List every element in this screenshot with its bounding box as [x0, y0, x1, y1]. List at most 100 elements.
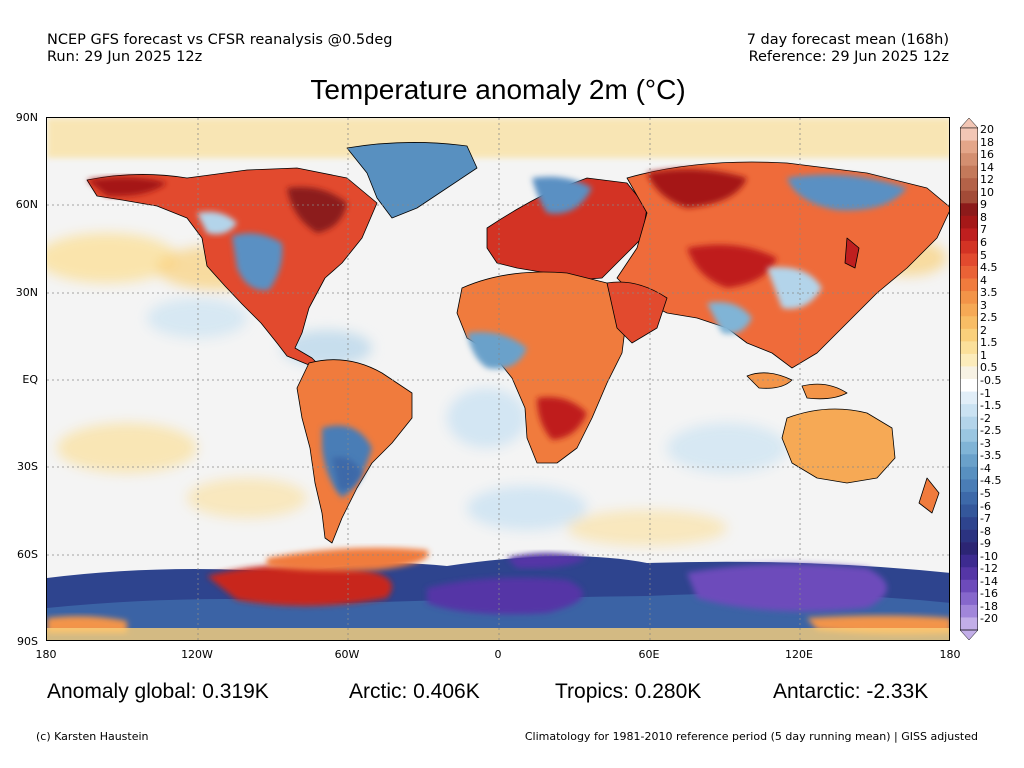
colorbar-tick-label: 20	[980, 123, 994, 136]
colorbar-segment	[960, 291, 978, 304]
colorbar-segment	[960, 466, 978, 480]
quebec-hot-anomaly	[287, 187, 347, 233]
stat-tropics: Tropics: 0.280K	[555, 680, 702, 703]
colorbar-segment	[960, 278, 978, 292]
colorbar-tick-label: 16	[980, 148, 994, 162]
lat-label: 90N	[15, 111, 38, 124]
southern-africa-hot-anomaly	[537, 397, 587, 440]
china-cool-anomaly	[767, 267, 822, 309]
anomaly-map	[46, 117, 950, 641]
colorbar-tick-label: -4.5	[980, 474, 1002, 488]
colorbar-frame	[960, 127, 978, 631]
credit: (c) Karsten Haustein	[36, 730, 149, 743]
siberia-cool-anomaly	[787, 174, 907, 211]
colorbar-tick-label: 7	[980, 223, 987, 237]
colorbar-tick-label: 4	[980, 273, 987, 287]
colorbar-tick-label: 5	[980, 248, 987, 262]
colorbar-tick-label: 1	[980, 348, 987, 362]
colorbar-tick-label: -7	[980, 512, 991, 526]
colorbar-segment	[960, 203, 978, 217]
stat-antarctic: Antarctic: -2.33K	[773, 680, 929, 703]
antarctica-region	[47, 547, 949, 640]
canada-cool-anomaly	[197, 211, 237, 235]
west-africa-cool-anomaly	[467, 332, 527, 369]
us-cool-anomaly	[232, 233, 283, 291]
colorbar	[960, 118, 978, 640]
colorbar-tick-label: 2.5	[980, 311, 998, 325]
colorbar-segment	[960, 215, 978, 229]
colorbar-tick-label: 14	[980, 160, 994, 174]
colorbar-segment	[960, 441, 978, 455]
colorbar-segment	[960, 592, 978, 606]
colorbar-segment	[960, 153, 978, 166]
colorbar-segment	[960, 479, 978, 493]
ocean-anomalies	[47, 233, 947, 546]
colorbar-tick-label: 0.5	[980, 361, 998, 375]
colorbar-tick-label: -1.5	[980, 399, 1002, 413]
japan	[844, 237, 860, 269]
colorbar-segment	[960, 353, 978, 367]
colorbar-segment	[960, 429, 978, 443]
lon-label: 120W	[181, 648, 213, 661]
colorbar-segment	[960, 579, 978, 593]
map-title: Temperature anomaly 2m (°C)	[310, 74, 686, 105]
lat-label: 60S	[17, 548, 38, 561]
colorbar-tick-label: -0.5	[980, 374, 1002, 387]
lon-label: 180	[35, 648, 57, 661]
colorbar-segment	[960, 266, 978, 279]
lon-label: 120E	[785, 648, 813, 661]
colorbar-tick-label: -3	[980, 436, 991, 450]
colorbar-segment	[960, 240, 978, 254]
header-forecast-period: 7 day forecast mean (168h)	[746, 32, 949, 48]
lat-label: 30S	[17, 460, 38, 473]
colorbar-segment	[960, 140, 978, 154]
lat-label: 90S	[17, 635, 38, 648]
colorbar-segment	[960, 454, 978, 468]
colorbar-tick-label: 1.5	[980, 336, 998, 350]
colorbar-tick-label: -9	[980, 537, 991, 551]
colorbar-segment	[960, 416, 978, 430]
colorbar-extend-top	[960, 118, 978, 129]
lat-label: EQ	[22, 373, 38, 386]
header-reference: Reference: 29 Jun 2025 12z	[748, 49, 949, 65]
colorbar-tick-label: -8	[980, 524, 991, 538]
lon-label: 180	[939, 648, 961, 661]
arctic-band	[47, 118, 949, 158]
stat-arctic: Arctic: 0.406K	[349, 680, 480, 703]
graticule	[47, 118, 949, 640]
colorbar-segment	[960, 328, 978, 342]
colorbar-segment	[960, 190, 978, 204]
colorbar-segment	[960, 379, 978, 392]
colorbar-tick-label: 10	[980, 185, 994, 199]
lat-label: 30N	[15, 286, 38, 299]
australia	[781, 408, 896, 484]
new-zealand	[918, 477, 940, 514]
colorbar-tick-label: -20	[980, 612, 998, 626]
header-run-info: Run: 29 Jun 2025 12z	[47, 49, 203, 65]
colorbar-tick-label: -5	[980, 486, 991, 500]
colorbar-segment	[960, 128, 978, 141]
asia	[616, 161, 949, 369]
colorbar-tick-label: -2.5	[980, 424, 1002, 438]
colorbar-segment	[960, 567, 978, 581]
central-asia-hot-anomaly	[687, 244, 777, 288]
colorbar-segment	[960, 228, 978, 242]
colorbar-tick-label: -3.5	[980, 449, 1002, 463]
colorbar-tick-label: 8	[980, 210, 987, 224]
colorbar-tick-label: -18	[980, 599, 998, 613]
colorbar-segment	[960, 529, 978, 543]
colorbar-segment	[960, 491, 978, 505]
colorbar-segment	[960, 604, 978, 618]
stat-global: Anomaly global: 0.319K	[47, 680, 269, 703]
colorbar-segment	[960, 391, 978, 405]
colorbar-segment	[960, 253, 978, 267]
pampas-cool-anomaly	[332, 457, 362, 491]
colorbar-tick-label: -1	[980, 386, 991, 400]
colorbar-segment	[960, 341, 978, 355]
anomaly-map-canvas	[47, 118, 949, 640]
colorbar-tick-label: -4	[980, 461, 991, 475]
colorbar-segment	[960, 542, 978, 555]
colorbar-tick-label: 2	[980, 323, 987, 337]
colorbar-segment	[960, 165, 978, 179]
colorbar-segment	[960, 316, 978, 330]
